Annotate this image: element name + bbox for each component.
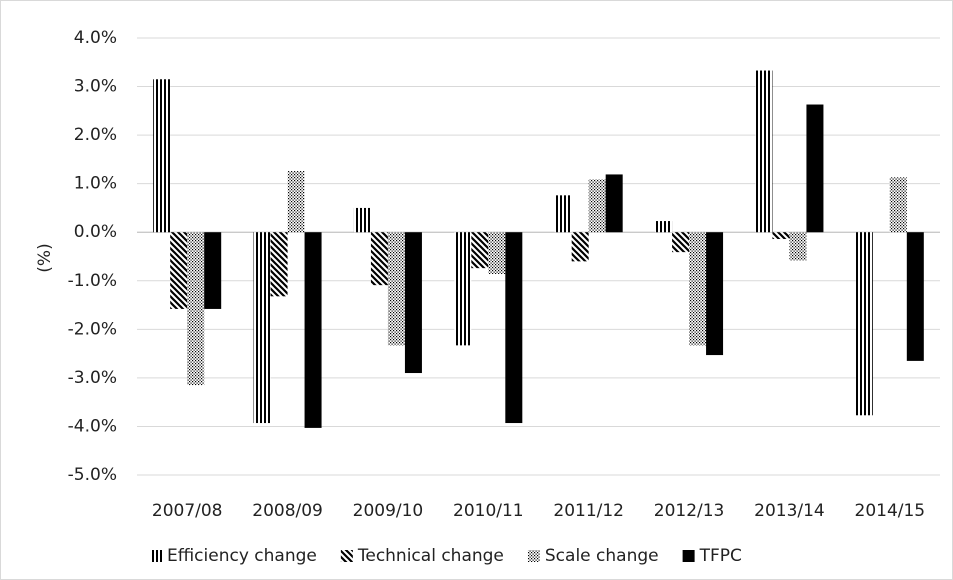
bar [554, 195, 572, 233]
bar [170, 232, 188, 309]
x-tick-label: 2007/08 [152, 501, 223, 521]
y-tick-label: -1.0% [68, 271, 117, 291]
bar [806, 104, 824, 233]
bar [906, 232, 924, 361]
bar [370, 232, 388, 286]
y-axis-label: (%) [35, 243, 55, 272]
bar [855, 232, 873, 416]
y-tick-label: -3.0% [68, 368, 117, 388]
bar [204, 232, 222, 309]
legend-swatch [340, 550, 353, 562]
bar [605, 174, 623, 233]
bar [471, 232, 489, 269]
bar [187, 232, 205, 386]
bar [153, 79, 171, 233]
x-tick-label: 2014/15 [855, 501, 926, 521]
legend-label: Scale change [545, 546, 659, 566]
bar [270, 232, 288, 297]
bar [889, 177, 907, 233]
x-tick-label: 2012/13 [654, 501, 725, 521]
x-tick-label: 2008/09 [252, 501, 323, 521]
y-tick-label: 4.0% [74, 28, 117, 48]
bar [287, 171, 305, 233]
bar [706, 232, 724, 356]
bar [689, 232, 707, 346]
bar [755, 70, 773, 233]
bar [387, 232, 405, 346]
x-tick-label: 2010/11 [453, 501, 524, 521]
x-tick-label: 2009/10 [353, 501, 424, 521]
x-tick-label: 2011/12 [553, 501, 624, 521]
bar [454, 232, 472, 346]
legend-swatch [682, 550, 695, 562]
bar [655, 221, 673, 233]
bar [304, 232, 322, 428]
y-tick-label: 1.0% [74, 174, 117, 194]
bar [672, 232, 690, 253]
legend-label: Efficiency change [167, 546, 317, 566]
legend-label: Technical change [357, 546, 504, 566]
legend-swatch [150, 550, 162, 562]
legend-swatch [527, 550, 540, 562]
bar [404, 232, 422, 374]
bar [505, 232, 523, 424]
y-tick-label: 2.0% [74, 125, 117, 145]
x-tick-label: 2013/14 [754, 501, 825, 521]
y-tick-label: 3.0% [74, 77, 117, 97]
bar [253, 232, 271, 424]
y-tick-label: -2.0% [68, 319, 117, 339]
bar [488, 232, 506, 274]
y-tick-label: -5.0% [68, 465, 117, 485]
bar [353, 207, 371, 233]
bar [772, 232, 790, 240]
y-tick-label: -4.0% [68, 416, 117, 436]
bar [571, 232, 589, 262]
bar [588, 179, 606, 233]
bar [789, 232, 807, 261]
legend-label: TFPC [699, 546, 742, 566]
y-tick-label: 0.0% [74, 222, 117, 242]
